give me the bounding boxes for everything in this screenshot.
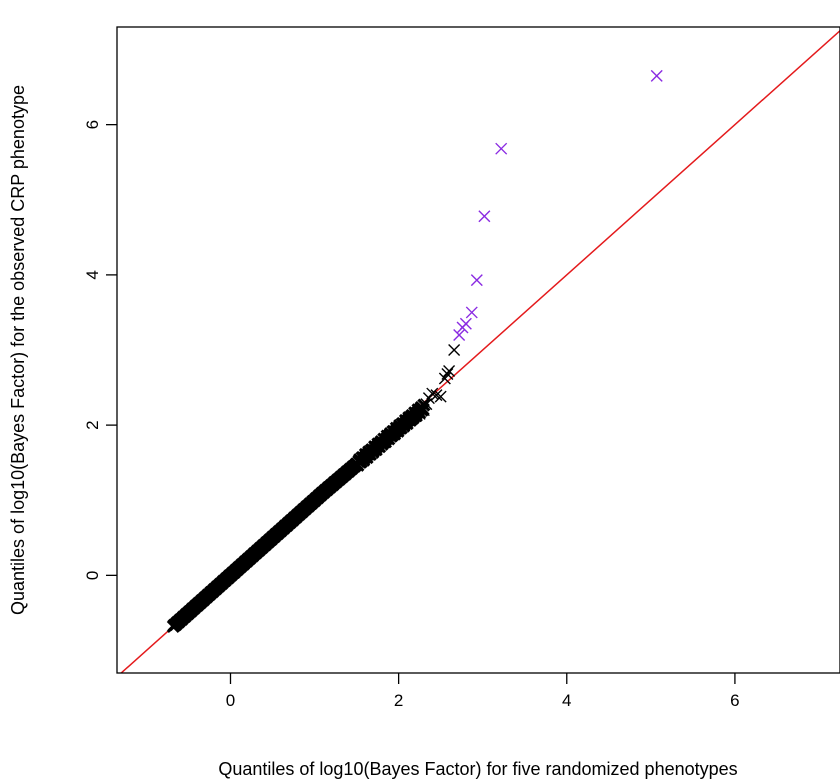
data-point <box>453 328 466 341</box>
data-point <box>459 317 472 330</box>
y-tick-label: 2 <box>83 420 102 429</box>
y-tick-label: 4 <box>83 270 102 279</box>
x-tick-label: 4 <box>562 691 571 710</box>
data-point <box>430 389 443 402</box>
x-tick-label: 6 <box>730 691 739 710</box>
y-tick-label: 6 <box>83 120 102 129</box>
data-point <box>495 142 508 155</box>
bulk-points-layer <box>166 398 431 633</box>
data-point <box>650 69 663 82</box>
points-layer <box>384 69 663 443</box>
data-point <box>417 404 430 417</box>
y-axis: 0 2 4 6 <box>83 120 117 580</box>
plot-frame <box>116 26 840 674</box>
reference-line <box>120 29 840 673</box>
data-point <box>441 368 454 381</box>
x-tick-label: 0 <box>226 691 235 710</box>
y-axis-title: Quantiles of log10(Bayes Factor) for the… <box>8 85 28 615</box>
bulk-point <box>417 398 431 412</box>
data-point <box>420 398 433 411</box>
data-point <box>434 390 447 403</box>
data-point <box>478 210 491 223</box>
x-tick-label: 2 <box>394 691 403 710</box>
x-axis: 0 2 4 6 <box>226 673 740 710</box>
data-point <box>465 306 478 319</box>
data-point <box>443 365 456 378</box>
y-tick-label: 0 <box>83 571 102 580</box>
data-point <box>426 387 439 400</box>
x-axis-title: Quantiles of log10(Bayes Factor) for fiv… <box>218 759 737 779</box>
data-point <box>470 274 483 287</box>
reference-line-layer <box>120 29 840 673</box>
data-point <box>448 344 461 356</box>
